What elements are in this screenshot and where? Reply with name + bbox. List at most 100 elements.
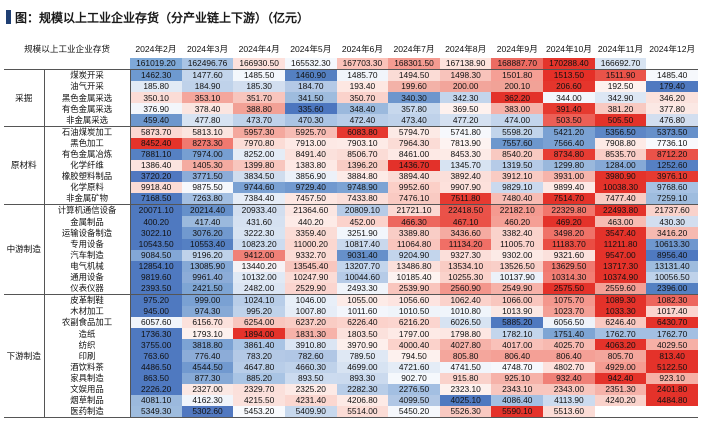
value-cell: 4544.50 <box>181 361 234 373</box>
table-row: 非金属采选 459.40 477.80 473.70 470.30 472.40 473.4… <box>4 114 698 127</box>
value-cell: 351.70 <box>233 92 285 104</box>
value-cell: 4741.50 <box>439 361 492 373</box>
value-cell: 1501.80 <box>491 69 544 82</box>
value-cell: 783.20 <box>233 350 285 362</box>
value-cell: 1013.90 <box>491 306 544 318</box>
industry-label: 造纸 <box>44 328 131 340</box>
value-cell: 1485.40 <box>646 69 698 82</box>
value-cell: 2343.10 <box>491 383 544 395</box>
value-cell: 3834.50 <box>233 170 285 183</box>
table-row: 运输设备制造 3022.10 3076.20 3222.30 3359.40 3251.9… <box>4 227 698 239</box>
value-cell: 10543.50 <box>130 238 182 250</box>
value-cell: 503.50 <box>543 114 595 127</box>
value-cell: 10314.30 <box>543 271 595 283</box>
value-cell: 7263.80 <box>181 193 234 206</box>
total-cell: 165532.30 <box>284 58 337 71</box>
month-header: 2024年6月 <box>341 44 383 54</box>
value-cell: 3980.90 <box>594 170 647 183</box>
value-cell: 763.60 <box>130 350 182 362</box>
value-cell: 357.80 <box>388 103 440 115</box>
value-cell: 945.00 <box>130 306 182 318</box>
value-cell: 7913.00 <box>284 137 337 149</box>
month-header: 2024年7月 <box>393 44 435 54</box>
industry-label: 有色金属冶炼 <box>44 148 131 160</box>
value-cell: 1007.80 <box>284 306 337 318</box>
value-cell: 3359.40 <box>284 227 337 239</box>
value-cell: 8734.80 <box>543 148 595 160</box>
value-cell: 923.10 <box>646 372 698 384</box>
value-cell: 3912.10 <box>491 170 544 183</box>
value-cell: 473.70 <box>233 114 285 127</box>
value-cell: 4699.00 <box>336 361 389 373</box>
value-cell: 5302.60 <box>181 405 234 418</box>
value-cell: 5453.20 <box>233 405 285 418</box>
value-cell: 21721.10 <box>388 204 440 217</box>
value-cell: 1082.30 <box>646 294 698 307</box>
value-cell: 806.40 <box>543 350 595 362</box>
value-cell: 1284.00 <box>594 159 647 171</box>
value-cell: 362.20 <box>491 92 544 104</box>
value-cell: 932.40 <box>543 372 595 384</box>
value-cell: 477.20 <box>439 114 492 127</box>
value-cell: 1797.00 <box>388 328 440 340</box>
value-cell: 10553.40 <box>181 238 234 250</box>
value-cell: 10137.90 <box>491 271 544 283</box>
value-cell: 4647.80 <box>233 361 285 373</box>
value-cell: 2329.70 <box>233 383 285 395</box>
value-cell: 7514.70 <box>543 193 595 206</box>
value-cell: 1383.80 <box>284 159 337 171</box>
value-cell: 4660.30 <box>284 361 337 373</box>
value-cell: 13131.40 <box>646 260 698 272</box>
value-cell: 9321.60 <box>543 249 595 261</box>
table-row: 非金属矿物 7168.50 7263.80 7384.40 7457.50 7433.80… <box>4 193 698 206</box>
value-cell: 7908.80 <box>594 137 647 149</box>
value-cell: 5925.70 <box>284 126 337 138</box>
value-cell: 4486.50 <box>130 361 182 373</box>
value-cell: 340.30 <box>388 92 440 104</box>
industry-label: 黑色加工 <box>44 137 131 149</box>
value-cell: 10255.30 <box>439 271 492 283</box>
value-cell: 7964.30 <box>388 137 440 149</box>
value-cell: 466.30 <box>388 216 440 228</box>
value-cell: 4113.90 <box>543 394 595 406</box>
value-cell: 1494.50 <box>388 69 440 82</box>
table-row: 纺织 3755.00 3818.80 3861.40 3910.80 3970.90 400… <box>4 339 698 351</box>
value-cell: 4025.70 <box>543 339 595 351</box>
value-cell: 975.20 <box>130 294 182 307</box>
month-header: 2024年11月 <box>597 44 644 54</box>
value-cell: 9412.00 <box>233 249 285 261</box>
value-cell: 350.70 <box>336 92 389 104</box>
value-cell: 893.50 <box>284 372 337 384</box>
value-cell: 7903.10 <box>336 137 389 149</box>
value-cell: 7477.40 <box>594 193 647 206</box>
table-row: 木材加工 945.00 974.30 995.20 1007.80 1011.60 1010… <box>4 306 698 318</box>
value-cell: 2325.20 <box>284 383 337 395</box>
value-cell: 9918.40 <box>130 182 182 194</box>
value-cell: 2396.00 <box>646 282 698 295</box>
value-cell: 1024.10 <box>233 294 285 307</box>
industry-label: 通用设备 <box>44 271 131 283</box>
value-cell: 893.30 <box>336 372 389 384</box>
value-cell: 9952.60 <box>388 182 440 194</box>
value-cell: 3894.40 <box>388 170 440 183</box>
value-cell: 7974.00 <box>181 148 234 160</box>
value-cell: 8453.30 <box>439 148 492 160</box>
value-cell: 3976.10 <box>646 170 698 183</box>
value-cell: 13534.10 <box>439 260 492 272</box>
value-cell: 3720.20 <box>130 170 182 183</box>
value-cell: 2529.90 <box>284 282 337 295</box>
value-cell: 7433.80 <box>336 193 389 206</box>
value-cell: 8535.70 <box>594 148 647 160</box>
value-cell: 4000.40 <box>388 339 440 351</box>
value-cell: 1831.30 <box>284 328 337 340</box>
value-cell: 2482.00 <box>233 282 285 295</box>
value-cell: 348.40 <box>336 103 389 115</box>
total-label <box>4 58 131 71</box>
value-cell: 185.80 <box>130 81 182 93</box>
value-cell: 21364.60 <box>284 204 337 217</box>
value-cell: 383.00 <box>491 103 544 115</box>
value-cell: 200.00 <box>439 81 492 93</box>
value-cell: 885.20 <box>233 372 285 384</box>
value-cell: 9729.40 <box>284 182 337 194</box>
value-cell: 4231.40 <box>284 394 337 406</box>
